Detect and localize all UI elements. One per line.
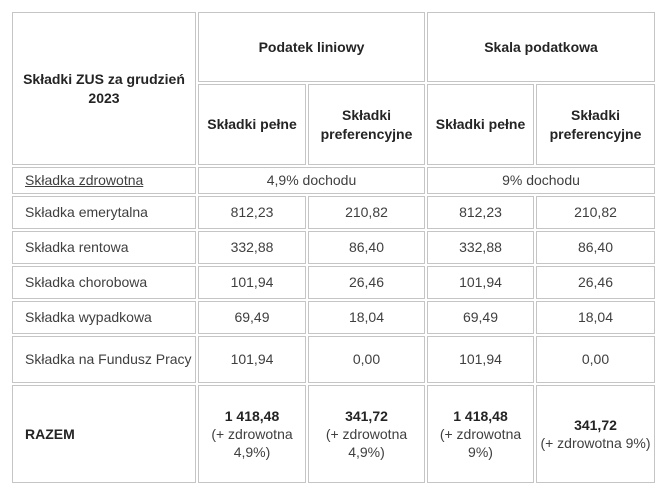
cell-value: 0,00	[536, 336, 655, 383]
cell-value: 210,82	[308, 196, 425, 229]
zdrowotna-skala-value: 9% dochodu	[427, 167, 655, 194]
subheader-liniowy-pelne: Składki pełne	[198, 84, 306, 165]
cell-value: 86,40	[536, 231, 655, 264]
row-label: Składka na Fundusz Pracy	[12, 336, 196, 383]
cell-value: 101,94	[427, 266, 534, 299]
cell-value: 101,94	[198, 266, 306, 299]
subheader-liniowy-preferencyjne: Składki preferencyjne	[308, 84, 425, 165]
header-row-groups: Składki ZUS za grudzień 2023 Podatek lin…	[12, 12, 655, 165]
column-group-podatek-liniowy: Podatek liniowy	[198, 12, 425, 82]
row-label: Składka rentowa	[12, 231, 196, 264]
cell-value: 18,04	[308, 301, 425, 334]
cell-value: 812,23	[198, 196, 306, 229]
cell-value: 101,94	[427, 336, 534, 383]
cell-value: 812,23	[427, 196, 534, 229]
corner-header-cell: Składki ZUS za grudzień 2023	[12, 12, 196, 165]
zdrowotna-liniowy-value: 4,9% dochodu	[198, 167, 425, 194]
total-amount: 341,72	[345, 407, 388, 424]
cell-value: 332,88	[198, 231, 306, 264]
table-row-chorobowa: Składka chorobowa 101,94 26,46 101,94 26…	[12, 266, 655, 299]
zdrowotna-link[interactable]: Składka zdrowotna	[25, 172, 144, 189]
row-label-zdrowotna: Składka zdrowotna	[12, 167, 196, 194]
zus-contributions-table: Składki ZUS za grudzień 2023 Podatek lin…	[10, 10, 657, 485]
cell-value: 69,49	[427, 301, 534, 334]
cell-value: 26,46	[536, 266, 655, 299]
total-cell-liniowy-pelne: 1 418,48 (+ zdrowotna 4,9%)	[198, 385, 306, 483]
total-note: (+ zdrowotna 9%)	[540, 435, 651, 451]
total-row-label: RAZEM	[12, 385, 196, 483]
cell-value: 210,82	[536, 196, 655, 229]
table-row-fundusz-pracy: Składka na Fundusz Pracy 101,94 0,00 101…	[12, 336, 655, 383]
row-label: Składka emerytalna	[12, 196, 196, 229]
subheader-skala-pelne: Składki pełne	[427, 84, 534, 165]
row-label: Składka wypadkowa	[12, 301, 196, 334]
total-cell-skala-pelne: 1 418,48 (+ zdrowotna 9%)	[427, 385, 534, 483]
total-note: (+ zdrowotna 4,9%)	[211, 425, 293, 461]
cell-value: 0,00	[308, 336, 425, 383]
cell-value: 101,94	[198, 336, 306, 383]
total-amount: 341,72	[574, 416, 617, 433]
cell-value: 18,04	[536, 301, 655, 334]
cell-value: 69,49	[198, 301, 306, 334]
total-cell-liniowy-preferencyjne: 341,72 (+ zdrowotna 4,9%)	[308, 385, 425, 483]
table-row-total: RAZEM 1 418,48 (+ zdrowotna 4,9%) 341,72…	[12, 385, 655, 483]
column-group-skala-podatkowa: Skala podatkowa	[427, 12, 655, 82]
header-row-subcolumns: Składki pełne Składki preferencyjne Skła…	[12, 84, 655, 165]
cell-value: 86,40	[308, 231, 425, 264]
table-row-wypadkowa: Składka wypadkowa 69,49 18,04 69,49 18,0…	[12, 301, 655, 334]
cell-value: 332,88	[427, 231, 534, 264]
total-amount: 1 418,48	[224, 407, 280, 424]
subheader-skala-preferencyjne: Składki preferencyjne	[536, 84, 655, 165]
row-label: Składka chorobowa	[12, 266, 196, 299]
cell-value: 26,46	[308, 266, 425, 299]
total-cell-skala-preferencyjne: 341,72 (+ zdrowotna 9%)	[536, 385, 655, 483]
table-row-zdrowotna: Składka zdrowotna 4,9% dochodu 9% dochod…	[12, 167, 655, 194]
total-amount: 1 418,48	[453, 407, 508, 424]
table-row-rentowa: Składka rentowa 332,88 86,40 332,88 86,4…	[12, 231, 655, 264]
total-note: (+ zdrowotna 4,9%)	[325, 425, 408, 461]
table-row-emerytalna: Składka emerytalna 812,23 210,82 812,23 …	[12, 196, 655, 229]
total-note: (+ zdrowotna 9%)	[439, 425, 522, 461]
